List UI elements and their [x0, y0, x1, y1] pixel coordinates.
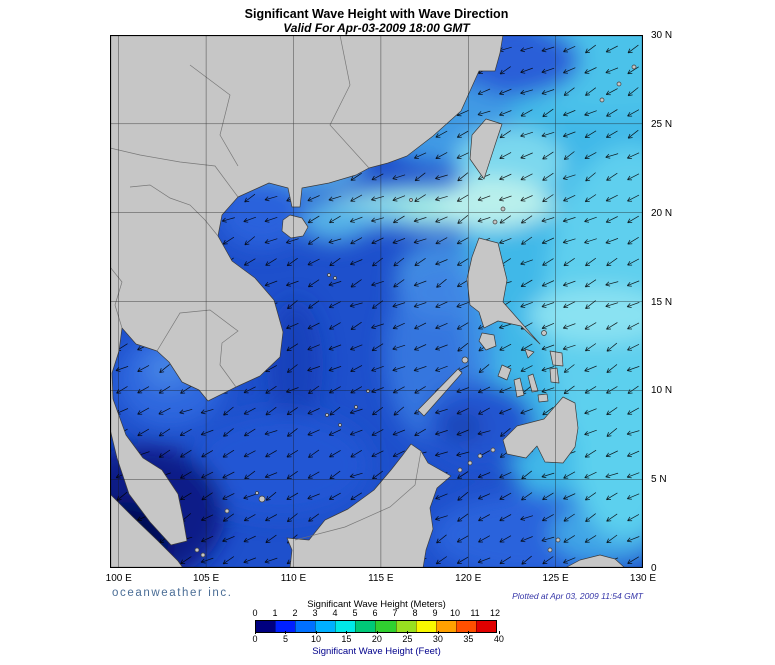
legend-color-cell — [275, 621, 296, 632]
legend-feet-tickmark — [407, 631, 409, 634]
page-title: Significant Wave Height with Wave Direct… — [244, 7, 509, 21]
legend-color-cell — [256, 621, 276, 632]
lon-tick-label: 125 E — [542, 573, 569, 584]
lat-tick-label: 5 N — [651, 474, 667, 486]
legend-meters-tick: 1 — [272, 608, 278, 618]
land-samar — [549, 350, 564, 367]
valid-time-subtitle: Valid For Apr-03-2009 18:00 GMT — [283, 21, 470, 35]
legend-feet-tick: 40 — [493, 634, 504, 644]
grid-lines — [110, 35, 643, 568]
landmass-layer — [110, 35, 637, 568]
legend-feet-label: Significant Wave Height (Feet) — [312, 646, 441, 657]
land-asia-mainland — [110, 35, 504, 546]
legend-feet-tickmark — [376, 631, 378, 634]
plotted-timestamp: Plotted at Apr 03, 2009 11:54 GMT — [512, 591, 643, 601]
land-leyte — [549, 367, 560, 384]
land-palawan — [417, 368, 463, 417]
legend-color-cell — [335, 621, 356, 632]
land-cebu — [527, 373, 539, 393]
legend-color-cell — [455, 621, 476, 632]
land-sulawesi-tip — [564, 554, 626, 568]
small-islands — [194, 64, 637, 558]
legend-color-cell — [435, 621, 456, 632]
lon-tick-label: 120 E — [455, 573, 482, 584]
land-sumatra — [110, 493, 184, 568]
legend-meters-tick: 5 — [352, 608, 358, 618]
lon-tick-label: 105 E — [193, 573, 220, 584]
map-frame — [110, 35, 643, 568]
lat-tick-label: 10 N — [651, 385, 673, 397]
legend-feet-tickmark — [285, 631, 287, 634]
lat-tick-label: 25 N — [651, 118, 673, 130]
legend-meters-tick: 7 — [392, 608, 398, 618]
legend-meters-tick: 4 — [332, 608, 338, 618]
lon-tick-label: 130 E — [629, 573, 657, 584]
legend-feet-tick: 10 — [310, 634, 321, 644]
land-masbate — [524, 348, 535, 359]
lat-tick-label: 15 N — [651, 296, 673, 308]
legend-meters-tick: 3 — [312, 608, 318, 618]
legend-feet-tickmark — [346, 631, 348, 634]
legend-color-cell — [315, 621, 336, 632]
legend-feet-tickmark — [498, 631, 500, 634]
legend-colorbar — [255, 620, 497, 633]
legend-feet-tick: 25 — [402, 634, 413, 644]
country-borders — [110, 35, 422, 541]
legend-color-cell — [395, 621, 416, 632]
legend-meters-label: Significant Wave Height (Meters) — [307, 599, 446, 610]
legend-meters-tick: 11 — [470, 608, 480, 618]
legend-meters-tick: 12 — [489, 608, 501, 618]
oceanweather-logo-text: oceanweather inc. — [112, 587, 233, 599]
land-luzon — [466, 237, 541, 345]
lon-tick-label: 110 E — [280, 573, 307, 584]
legend-color-cell — [355, 621, 376, 632]
legend-meters-tick: 9 — [432, 608, 438, 618]
lat-tick-label: 0 — [651, 563, 657, 574]
map-canvas — [110, 35, 643, 568]
lon-tick-label: 115 E — [368, 573, 394, 584]
legend-feet-tick: 20 — [371, 634, 382, 644]
legend-feet-tick: 15 — [341, 634, 352, 644]
legend-meters-tick: 0 — [252, 608, 258, 618]
legend-color-cell — [375, 621, 396, 632]
lat-tick-label: 20 N — [651, 207, 673, 219]
land-bohol — [537, 393, 549, 403]
legend-feet-tickmark — [468, 631, 470, 634]
legend-color-cell — [295, 621, 316, 632]
land-mindoro — [478, 332, 497, 351]
legend-meters-tick: 2 — [292, 608, 298, 618]
land-hainan — [281, 214, 309, 239]
legend-feet-tickmark — [255, 631, 256, 634]
land-mindanao — [502, 396, 579, 464]
legend-meters-tick: 8 — [412, 608, 418, 618]
legend-meters-tick: 10 — [449, 608, 461, 618]
legend-feet-tickmark — [315, 631, 317, 634]
legend-feet-tick: 0 — [252, 634, 258, 644]
legend-feet-tickmark — [437, 631, 439, 634]
legend-meters-tick: 6 — [372, 608, 378, 618]
legend-feet-tick: 30 — [432, 634, 443, 644]
legend-feet-tick: 5 — [282, 634, 288, 644]
land-borneo — [286, 443, 452, 568]
land-panay — [497, 364, 512, 381]
lat-tick-label: 30 N — [651, 30, 673, 41]
legend-feet-tick: 35 — [463, 634, 474, 644]
legend-color-cell — [475, 621, 496, 632]
lon-tick-label: 100 E — [105, 573, 132, 584]
land-negros — [513, 377, 525, 398]
legend-color-cell — [415, 621, 436, 632]
